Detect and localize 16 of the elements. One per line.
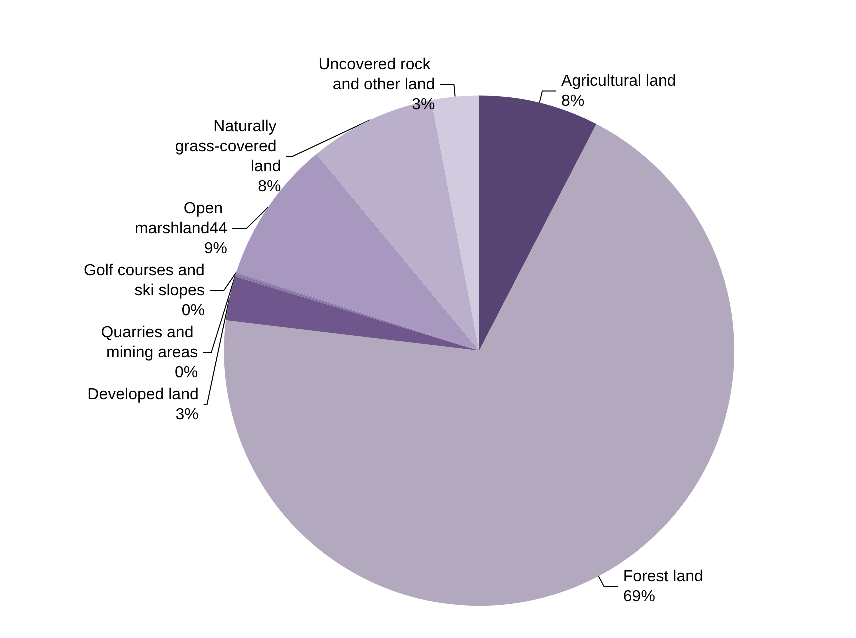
data-label: 8% <box>258 178 282 196</box>
data-label: 0% <box>182 302 205 320</box>
data-label: 0% <box>175 364 198 382</box>
data-label: 69% <box>623 588 656 606</box>
slice-label: Forest land <box>623 568 704 586</box>
data-label: 3% <box>412 96 436 114</box>
slice-label: Naturally grass-covered land <box>175 118 282 176</box>
slice-label: Developed land <box>88 386 199 404</box>
slice-label: Agricultural land <box>562 72 676 90</box>
data-label: 8% <box>562 92 585 110</box>
slice-label: Golf courses and ski slopes <box>84 262 205 300</box>
data-label: 3% <box>176 406 199 424</box>
slice-label: Quarries and mining areas <box>101 324 198 362</box>
data-label: 9% <box>204 240 228 258</box>
slice-label: Uncovered rock and other land <box>318 56 436 94</box>
slice-label: Open marshland44 <box>135 200 228 238</box>
